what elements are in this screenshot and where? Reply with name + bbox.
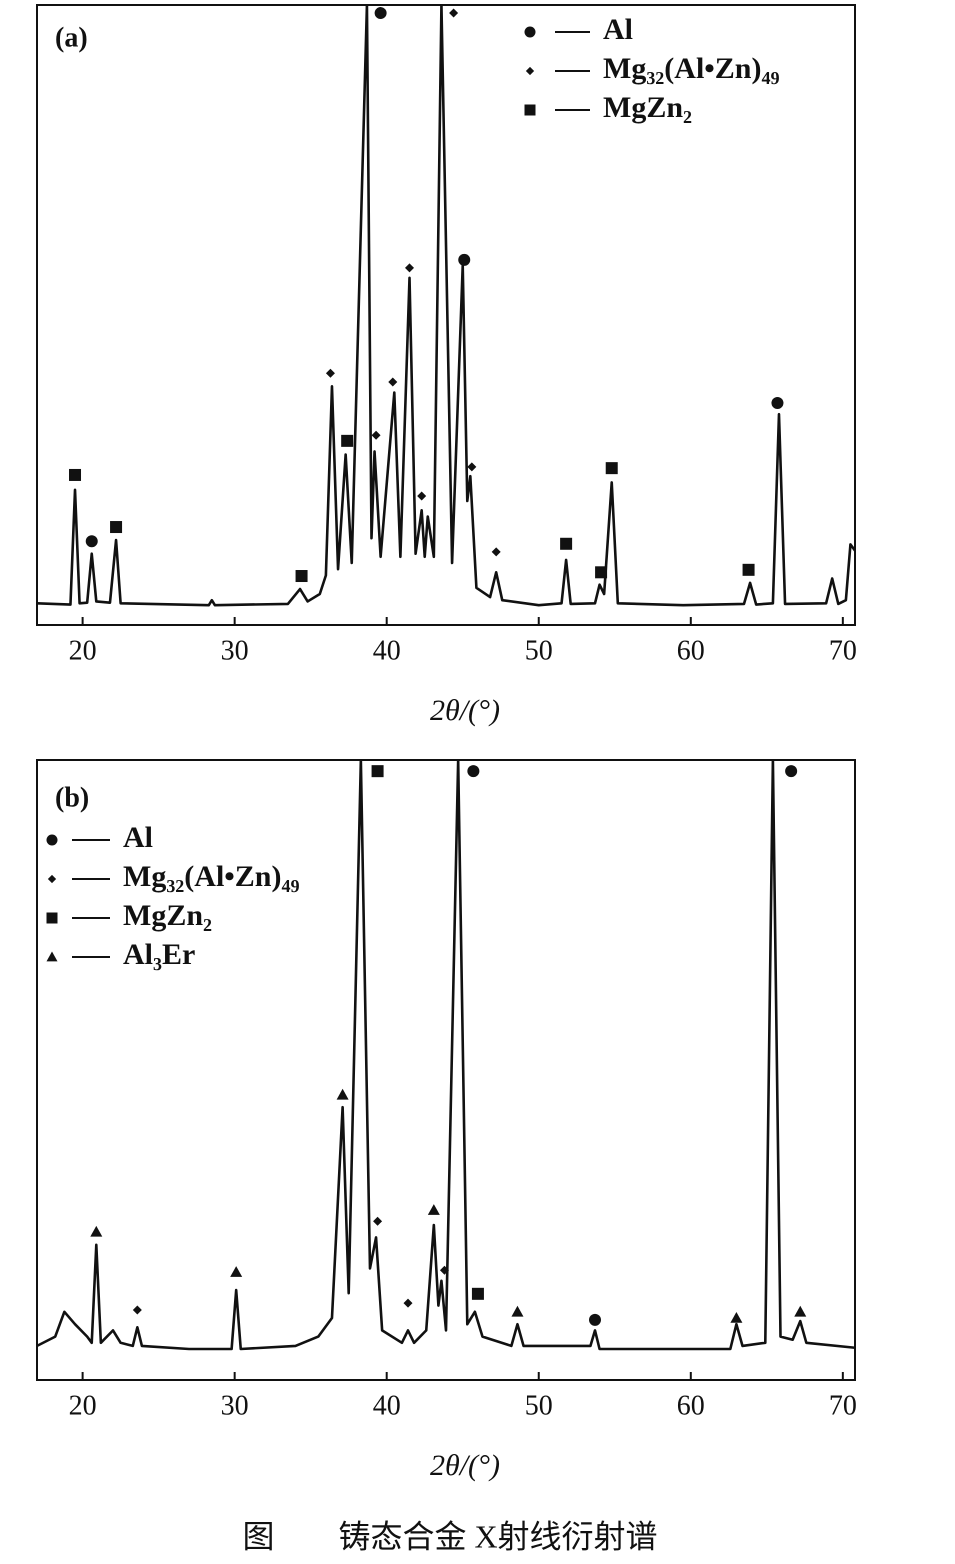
marker-square: [371, 765, 384, 778]
x-tick-label: 50: [525, 635, 553, 666]
marker-diamond: [417, 491, 427, 501]
marker-circle: [771, 397, 784, 410]
panel-label: (a): [55, 22, 88, 53]
marker-circle: [85, 535, 98, 548]
x-tick-label: 40: [373, 635, 401, 666]
marker-diamond: [373, 1216, 383, 1226]
x-tick-label: 30: [221, 1390, 249, 1421]
marker-square: [595, 566, 608, 579]
marker-square: [471, 1287, 484, 1300]
x-axis-label: 2θ/(°): [430, 1449, 500, 1482]
marker-square: [295, 570, 308, 583]
pattern-line: [37, 760, 855, 1351]
marker-triangle: [46, 951, 58, 962]
marker-diamond: [388, 377, 398, 387]
marker-diamond: [449, 8, 459, 18]
pattern-line: [37, 5, 855, 607]
plot-area: [37, 760, 855, 1351]
marker-triangle: [730, 1312, 743, 1323]
x-tick-label: 30: [221, 635, 249, 666]
marker-diamond: [325, 368, 335, 378]
plot-frame: [36, 759, 856, 1381]
marker-square: [341, 434, 354, 447]
x-tick-label: 50: [525, 1390, 553, 1421]
x-tick-label: 70: [829, 635, 857, 666]
marker-square: [560, 537, 573, 550]
marker-circle: [46, 834, 58, 846]
marker-square: [524, 104, 536, 116]
marker-triangle: [336, 1088, 349, 1100]
legend-label: Al₃Er: [123, 938, 195, 971]
marker-circle: [458, 253, 471, 266]
marker-square: [46, 912, 58, 924]
x-axis-label: 2θ/(°): [430, 694, 500, 727]
marker-circle: [524, 26, 536, 38]
marker-diamond: [439, 1265, 449, 1275]
marker-square: [110, 521, 123, 534]
x-tick-label: 20: [69, 1390, 97, 1421]
marker-triangle: [794, 1305, 807, 1317]
legend-label: Al: [123, 821, 153, 854]
marker-circle: [374, 7, 387, 20]
legend-label: MgZn₂: [123, 899, 212, 932]
panel-label: (b): [55, 782, 89, 813]
x-tick-label: 60: [677, 1390, 705, 1421]
x-tick-label: 60: [677, 635, 705, 666]
marker-diamond: [403, 1298, 413, 1308]
marker-circle: [589, 1313, 602, 1326]
marker-diamond: [371, 430, 381, 440]
marker-diamond: [405, 263, 415, 273]
marker-circle: [467, 765, 480, 778]
plot-area: [37, 5, 855, 607]
marker-triangle: [230, 1266, 243, 1277]
x-tick-label: 40: [373, 1390, 401, 1421]
marker-diamond: [525, 66, 535, 76]
x-tick-label: 20: [69, 635, 97, 666]
marker-triangle: [427, 1204, 440, 1215]
caption: 图 铸态合金 X射线衍射谱: [242, 1518, 657, 1554]
marker-diamond: [47, 874, 57, 884]
marker-diamond: [132, 1305, 142, 1315]
marker-diamond: [467, 462, 477, 472]
marker-diamond: [491, 547, 501, 557]
legend-label: Mg₃₂(Al•Zn)₄₉: [123, 860, 299, 893]
legend-label: Al: [603, 13, 633, 46]
legend-label: Mg₃₂(Al•Zn)₄₉: [603, 52, 779, 85]
plot-frame: [36, 4, 856, 626]
marker-square: [605, 462, 618, 475]
x-tick-label: 70: [829, 1390, 857, 1421]
marker-circle: [785, 765, 798, 778]
marker-square: [69, 468, 82, 481]
marker-triangle: [90, 1225, 103, 1237]
marker-square: [742, 563, 755, 576]
marker-triangle: [511, 1305, 524, 1317]
legend-label: MgZn₂: [603, 91, 692, 124]
